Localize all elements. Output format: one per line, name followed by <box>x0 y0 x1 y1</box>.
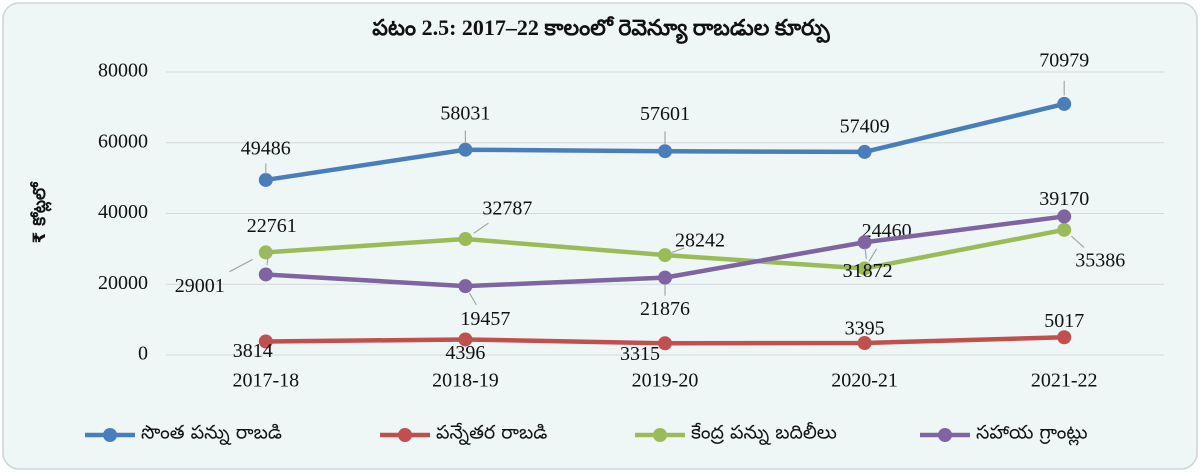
leader-line <box>266 248 270 266</box>
x-tick-label: 2018-19 <box>432 370 499 392</box>
data-point <box>857 261 872 276</box>
data-label: 22761 <box>247 215 297 237</box>
data-point <box>658 248 672 263</box>
data-label: 49486 <box>241 138 291 160</box>
data-label: 70979 <box>1039 50 1089 72</box>
data-point <box>658 270 672 285</box>
y-tick-label: 80000 <box>98 60 148 82</box>
legend-label: సహాయ గ్రాంట్లు <box>976 422 1088 447</box>
data-label: 3315 <box>620 343 660 365</box>
data-label: 5017 <box>1044 310 1084 332</box>
data-label: 21876 <box>640 298 690 320</box>
data-point <box>1057 96 1072 111</box>
data-point <box>1057 209 1072 224</box>
chart-title: పటం 2.5: 2017–22 కాలంలో రెవెన్యూ రాబడుల … <box>372 15 830 44</box>
y-tick-label: 0 <box>138 343 148 365</box>
data-point <box>1057 222 1072 237</box>
leader-line <box>671 247 685 254</box>
leader-line <box>864 248 867 259</box>
data-point <box>458 142 473 157</box>
data-point <box>258 334 273 349</box>
data-label: 28242 <box>675 230 725 252</box>
data-label: 58031 <box>440 102 490 124</box>
data-point <box>458 332 473 347</box>
y-axis-label: ₹ కోట్లలో <box>30 181 52 243</box>
legend: సొంత పన్ను రాబడి పన్నేతర రాబడి కేంద్ర పన్న… <box>85 422 1088 447</box>
data-point <box>857 144 872 159</box>
data-label: 4396 <box>445 342 485 364</box>
data-label: 3814 <box>233 340 273 362</box>
legend-label: కేంద్ర పన్ను బదిలీలు <box>691 422 837 446</box>
data-point <box>857 335 872 350</box>
data-label: 29001 <box>175 275 225 297</box>
leader-line <box>868 248 878 262</box>
x-tick-label: 2017-18 <box>232 370 299 392</box>
data-label: 39170 <box>1039 188 1089 210</box>
leader-line <box>473 222 489 234</box>
data-label: 35386 <box>1075 249 1125 271</box>
y-tick-label: 40000 <box>98 201 148 223</box>
legend-marker <box>938 428 952 442</box>
legend-label: పన్నేతర రాబడి <box>436 422 547 446</box>
x-tick-label: 2019-20 <box>632 370 699 392</box>
legend-marker <box>653 428 667 442</box>
data-point <box>458 232 473 247</box>
data-label: 32787 <box>482 198 532 220</box>
leader-line <box>468 292 477 306</box>
data-point <box>458 279 473 294</box>
legend-label: సొంత పన్ను రాబడి <box>141 422 282 446</box>
data-point <box>258 172 273 187</box>
y-tick-label: 60000 <box>98 130 148 152</box>
data-point <box>658 144 672 159</box>
legend-marker <box>398 428 412 442</box>
data-point <box>857 235 872 250</box>
leader-line <box>229 258 253 273</box>
x-tick-label: 2020-21 <box>831 370 898 392</box>
data-label: 3395 <box>845 318 885 340</box>
y-tick-label: 20000 <box>98 272 148 294</box>
leader-line <box>1071 235 1085 248</box>
data-label: 57409 <box>840 116 890 138</box>
x-tick-label: 2021-22 <box>1031 370 1098 392</box>
data-point <box>1057 330 1072 345</box>
data-point <box>258 267 273 282</box>
data-label: 57601 <box>640 103 690 125</box>
data-label: 31872 <box>843 260 893 282</box>
data-point <box>658 336 672 351</box>
legend-marker <box>103 428 117 442</box>
data-label: 19457 <box>460 308 510 330</box>
data-point <box>258 245 273 260</box>
